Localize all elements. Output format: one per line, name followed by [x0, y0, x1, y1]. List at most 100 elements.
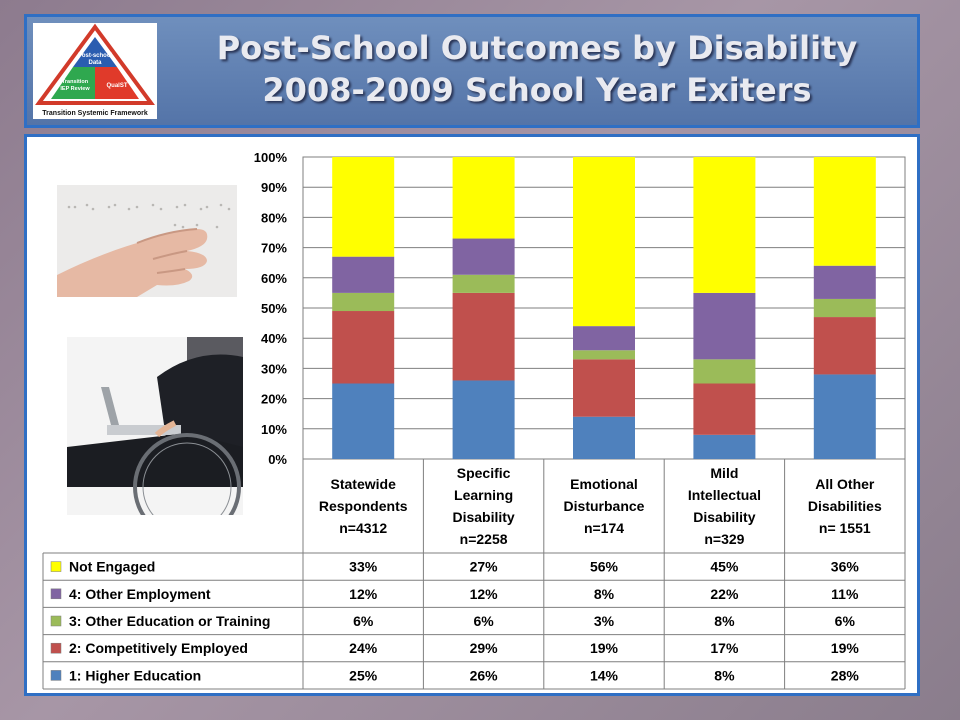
- svg-text:QualST: QualST: [106, 83, 127, 89]
- y-tick-label: 100%: [254, 150, 288, 165]
- data-value-label: 19%: [831, 640, 860, 656]
- bar-segment: [332, 292, 395, 312]
- data-value-label: 17%: [710, 640, 739, 656]
- legend-label: 2: Competitively Employed: [69, 640, 248, 656]
- legend-swatch: [50, 615, 62, 627]
- y-tick-label: 10%: [261, 422, 287, 437]
- page-title: Post-School Outcomes by Disability 2008-…: [167, 27, 907, 111]
- legend-swatch: [50, 642, 62, 654]
- data-value-label: 6%: [353, 613, 374, 629]
- transition-framework-logo: Post-school Data Transition IEP Review Q…: [33, 23, 157, 119]
- y-tick-label: 70%: [261, 241, 287, 256]
- bar-segment: [813, 374, 876, 459]
- category-label: n=174: [584, 520, 624, 536]
- legend-label: 4: Other Employment: [69, 586, 211, 602]
- y-tick-label: 0%: [268, 452, 287, 467]
- bar-segment: [573, 350, 635, 360]
- title-line-1: Post-School Outcomes by Disability: [216, 29, 858, 67]
- data-value-label: 6%: [835, 613, 856, 629]
- data-value-label: 14%: [590, 667, 619, 683]
- bar-segment: [332, 157, 395, 257]
- puzzle-triangle-logo-icon: Post-school Data Transition IEP Review Q…: [35, 23, 155, 117]
- category-label: n=2258: [460, 531, 508, 547]
- y-tick-label: 80%: [261, 210, 287, 225]
- category-label: n= 1551: [819, 520, 871, 536]
- y-tick-label: 40%: [261, 331, 287, 346]
- data-value-label: 19%: [590, 640, 619, 656]
- bar-segment: [693, 157, 756, 293]
- category-label: n=4312: [339, 520, 387, 536]
- data-value-label: 3%: [594, 613, 615, 629]
- chart-panel: 0% 10% 20% 30% 40% 50% 60% 70% 80% 90% 100% Statewi…: [24, 134, 920, 696]
- svg-text:IEP Review: IEP Review: [60, 86, 90, 92]
- svg-text:Post-school: Post-school: [78, 53, 113, 59]
- bar-segment: [813, 317, 876, 375]
- y-tick-label: 90%: [261, 180, 287, 195]
- data-value-label: 11%: [831, 586, 859, 602]
- y-tick-label: 30%: [261, 361, 287, 376]
- wheelchair-laptop-photo: [67, 337, 243, 515]
- bar-segment: [332, 383, 395, 459]
- bar-segment: [452, 157, 515, 239]
- data-value-label: 12%: [470, 586, 499, 602]
- data-value-label: 56%: [590, 559, 619, 575]
- data-value-label: 36%: [831, 559, 860, 575]
- category-label: Learning: [454, 487, 513, 503]
- data-value-label: 12%: [349, 586, 378, 602]
- stacked-bar-chart: 0% 10% 20% 30% 40% 50% 60% 70% 80% 90% 100% Statewi…: [42, 150, 906, 690]
- data-value-label: 8%: [594, 586, 615, 602]
- data-value-label: 22%: [710, 586, 739, 602]
- y-tick-label: 20%: [261, 392, 287, 407]
- bar-segment: [693, 292, 756, 360]
- bar-segment: [813, 298, 876, 318]
- data-value-label: 27%: [470, 559, 499, 575]
- data-value-label: 29%: [470, 640, 499, 656]
- y-tick-label: 60%: [261, 271, 287, 286]
- svg-text:Data: Data: [88, 60, 102, 66]
- y-tick-label: 50%: [261, 301, 287, 316]
- legend-label: Not Engaged: [69, 559, 155, 575]
- category-label: Disability: [693, 509, 755, 525]
- legend-label: 3: Other Education or Training: [69, 613, 270, 629]
- bar-segment: [573, 416, 635, 459]
- bar-segment: [813, 157, 876, 266]
- bar-segment: [693, 434, 756, 459]
- data-value-label: 6%: [473, 613, 494, 629]
- legend-label: 1: Higher Education: [69, 667, 201, 683]
- category-label: Disturbance: [564, 498, 645, 514]
- category-label: Disabilities: [808, 498, 882, 514]
- category-label: Disability: [452, 509, 514, 525]
- braille-hand-photo: [57, 185, 237, 297]
- data-value-label: 45%: [710, 559, 739, 575]
- data-value-label: 28%: [831, 667, 860, 683]
- category-label: Emotional: [570, 476, 638, 492]
- data-value-label: 25%: [349, 667, 378, 683]
- data-value-label: 33%: [349, 559, 378, 575]
- legend-swatch: [50, 588, 62, 600]
- category-label: Intellectual: [688, 487, 761, 503]
- title-banner: Post-school Data Transition IEP Review Q…: [24, 14, 920, 128]
- data-value-label: 8%: [714, 613, 735, 629]
- bar-segment: [452, 380, 515, 459]
- category-label: All Other: [815, 476, 875, 492]
- category-label: n=329: [704, 531, 744, 547]
- category-label: Statewide: [331, 476, 397, 492]
- category-label: Respondents: [319, 498, 408, 514]
- svg-text:Transition: Transition: [62, 79, 89, 85]
- bar-segment: [332, 256, 395, 293]
- data-value-label: 26%: [470, 667, 499, 683]
- bar-segment: [693, 359, 756, 384]
- category-label: Mild: [710, 465, 738, 481]
- title-line-2: 2008-2009 School Year Exiters: [262, 71, 812, 109]
- bar-segment: [332, 311, 395, 384]
- bar-segment: [813, 265, 876, 299]
- bar-segment: [452, 292, 515, 381]
- svg-text:Transition Systemic Framework: Transition Systemic Framework: [42, 110, 148, 117]
- legend-swatch: [50, 670, 62, 681]
- bar-segment: [452, 274, 515, 293]
- data-value-label: 24%: [349, 640, 378, 656]
- legend-swatch: [50, 561, 62, 572]
- bar-segment: [573, 359, 635, 417]
- bar-segment: [573, 157, 635, 327]
- bar-segment: [573, 326, 635, 351]
